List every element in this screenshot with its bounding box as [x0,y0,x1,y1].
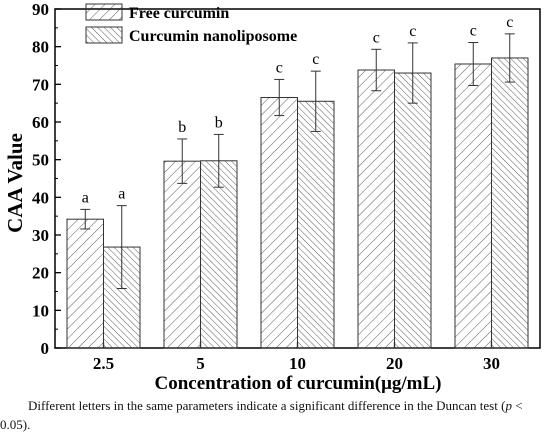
y-tick-label: 80 [32,38,49,57]
legend-swatch [85,26,123,44]
significance-letter: b [178,119,186,136]
significance-letter: c [373,29,380,46]
figure-caption: Different letters in the same parameters… [0,396,550,434]
caption-p-symbol: p [505,398,512,413]
bar [260,97,298,349]
caption-text-part2: < 0.05). [0,398,523,432]
legend-label: Curcumin nanoliposome [129,28,297,45]
x-tick-label: 2.5 [93,354,114,373]
significance-letter: b [215,114,223,131]
x-axis-label: Concentration of curcumin(μg/mL) [155,373,442,394]
bar [394,72,432,349]
y-tick-label: 70 [32,75,49,94]
y-axis-label: CAA Value [3,133,27,233]
y-tick-label: 40 [32,188,49,207]
y-tick-label: 30 [32,226,49,245]
x-tick-label: 5 [196,354,205,373]
bar [454,63,492,349]
bar [357,69,395,349]
y-tick-label: 50 [32,151,49,170]
bar [200,160,238,349]
legend-label: Free curcumin [129,5,229,22]
x-tick-label: 30 [483,354,500,373]
bar [66,218,104,349]
x-tick-label: 20 [386,354,403,373]
significance-letter: c [409,23,416,40]
bar [491,57,529,349]
y-tick-label: 0 [41,339,50,358]
legend: Free curcumin Curcumin nanoliposome [85,3,297,45]
significance-letter: c [470,23,477,40]
significance-letter: c [312,51,319,68]
y-tick-label: 20 [32,264,49,283]
y-tick-label: 90 [32,0,49,19]
x-tick-label: 10 [289,354,306,373]
significance-letter: a [82,189,89,206]
legend-swatch [85,3,123,21]
significance-letter: c [506,14,513,31]
bar [297,100,335,349]
bar [163,160,201,349]
y-tick-label: 10 [32,301,49,320]
significance-letter: c [276,59,283,76]
y-tick-label: 60 [32,113,49,132]
caption-text-part1: Different letters in the same parameters… [28,398,506,413]
significance-letter: a [118,186,125,203]
